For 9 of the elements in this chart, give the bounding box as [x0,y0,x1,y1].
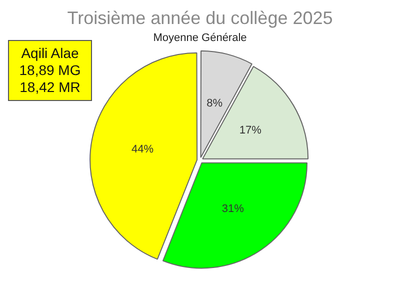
data-label: 17% [239,124,262,137]
text: Aqili Alae [20,45,80,62]
text: 18,42 MR [18,79,82,96]
data-label: 8% [206,98,223,110]
data-label: 44% [131,143,154,156]
text: 18,89 MG [18,62,82,79]
chart-subtitle: Moyenne Générale [153,32,247,44]
chart-title: Troisième année du collège 2025 [67,8,333,28]
data-label: 31% [222,202,244,215]
